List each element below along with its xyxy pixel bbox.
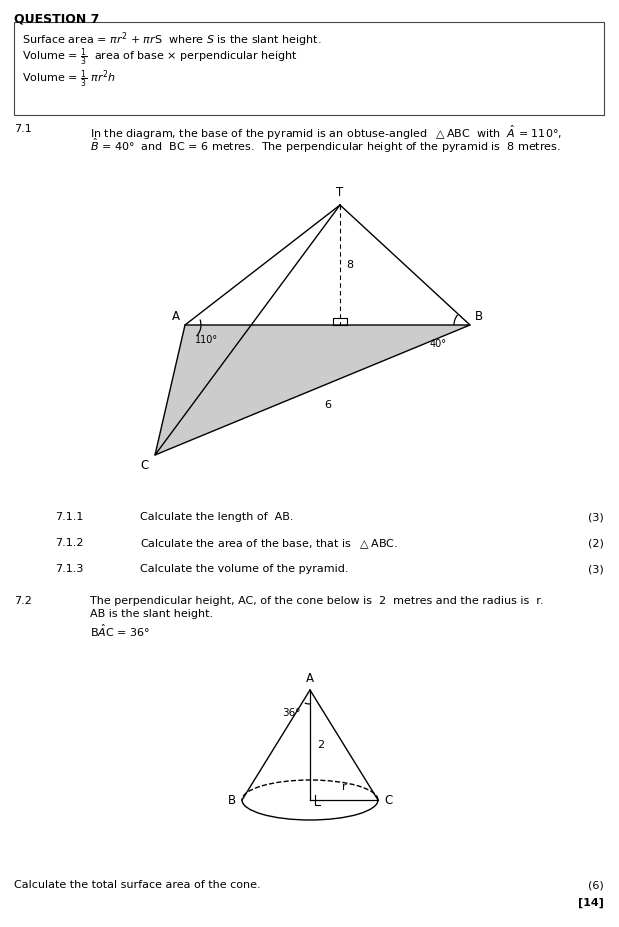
Text: T: T: [336, 186, 344, 199]
Text: 2: 2: [317, 740, 324, 750]
Text: 40°: 40°: [430, 339, 447, 349]
Text: 7.1.3: 7.1.3: [55, 564, 84, 574]
Text: $\hat{B}$ = 40°  and  BC = 6 metres.  The perpendicular height of the pyramid is: $\hat{B}$ = 40° and BC = 6 metres. The p…: [90, 137, 561, 156]
Text: Surface area = $\pi r^2$ + $\pi r$S  where $S$ is the slant height.: Surface area = $\pi r^2$ + $\pi r$S wher…: [22, 30, 322, 48]
Text: A: A: [306, 672, 314, 685]
Text: 8: 8: [346, 260, 353, 270]
Text: (3): (3): [588, 564, 604, 574]
Text: B$\hat{A}$C = 36°: B$\hat{A}$C = 36°: [90, 623, 150, 640]
Text: Calculate the total surface area of the cone.: Calculate the total surface area of the …: [14, 880, 261, 890]
Text: Volume = $\frac{1}{3}$  area of base $\times$ perpendicular height: Volume = $\frac{1}{3}$ area of base $\ti…: [22, 47, 298, 69]
Text: Calculate the area of the base, that is  $\triangle$ABC.: Calculate the area of the base, that is …: [140, 538, 398, 552]
Text: Calculate the volume of the pyramid.: Calculate the volume of the pyramid.: [140, 564, 348, 574]
Text: 7.1: 7.1: [14, 124, 32, 134]
Text: Volume = $\frac{1}{3}$ $\pi r^2 h$: Volume = $\frac{1}{3}$ $\pi r^2 h$: [22, 69, 116, 91]
Text: B: B: [228, 794, 236, 806]
Text: 7.2: 7.2: [14, 596, 32, 606]
Text: [14]: [14]: [578, 898, 604, 908]
Text: r: r: [342, 782, 346, 792]
Text: 7.1.2: 7.1.2: [55, 538, 84, 548]
Text: 110°: 110°: [195, 335, 218, 345]
Text: The perpendicular height, AC, of the cone below is  2  metres and the radius is : The perpendicular height, AC, of the con…: [90, 596, 543, 606]
Text: (6): (6): [588, 880, 604, 890]
Text: QUESTION 7: QUESTION 7: [14, 12, 100, 25]
Text: AB is the slant height.: AB is the slant height.: [90, 609, 213, 619]
Text: 6: 6: [324, 400, 331, 410]
Text: A: A: [172, 310, 180, 323]
Text: B: B: [475, 310, 483, 323]
Text: (2): (2): [588, 538, 604, 548]
Text: (3): (3): [588, 512, 604, 522]
Text: In the diagram, the base of the pyramid is an obtuse-angled  $\triangle$ABC  wit: In the diagram, the base of the pyramid …: [90, 124, 562, 143]
Polygon shape: [155, 325, 470, 455]
Text: 36°: 36°: [282, 708, 300, 718]
Text: 7.1.1: 7.1.1: [55, 512, 84, 522]
Text: C: C: [141, 459, 149, 472]
Text: Calculate the length of  AB.: Calculate the length of AB.: [140, 512, 293, 522]
Text: C: C: [384, 794, 392, 806]
Bar: [14, 22, 604, 115]
